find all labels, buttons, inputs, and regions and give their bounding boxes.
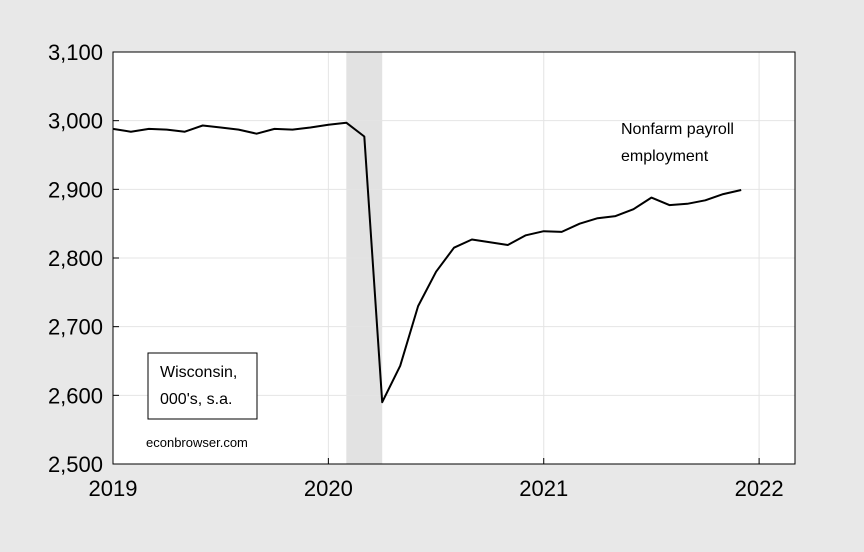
- series-label-line2: employment: [621, 148, 709, 165]
- series-label-line1: Nonfarm payroll: [621, 121, 734, 138]
- x-tick-label: 2019: [89, 476, 138, 501]
- y-tick-label: 2,700: [48, 315, 103, 340]
- x-tick-label: 2020: [304, 476, 353, 501]
- annotation-box-line2: 000's, s.a.: [160, 391, 232, 408]
- y-tick-label: 2,600: [48, 383, 103, 408]
- x-tick-label: 2022: [735, 476, 784, 501]
- y-tick-label: 2,900: [48, 177, 103, 202]
- x-axis-ticks: 2019 2020 2021 2022: [89, 458, 784, 501]
- series-layer: [112, 121, 742, 404]
- source-label: econbrowser.com: [146, 435, 248, 450]
- annotation-box: [147, 352, 258, 420]
- y-tick-label: 2,500: [48, 452, 103, 477]
- annotation-box-line1: Wisconsin,: [160, 364, 237, 381]
- y-tick-label: 2,800: [48, 246, 103, 271]
- x-tick-label: 2021: [519, 476, 568, 501]
- series-line: [112, 121, 742, 404]
- y-tick-label: 3,000: [48, 109, 103, 134]
- y-tick-label: 3,100: [48, 40, 103, 65]
- y-axis-ticks: 2,500 2,600 2,700 2,800 2,900 3,000 3,100: [48, 40, 119, 477]
